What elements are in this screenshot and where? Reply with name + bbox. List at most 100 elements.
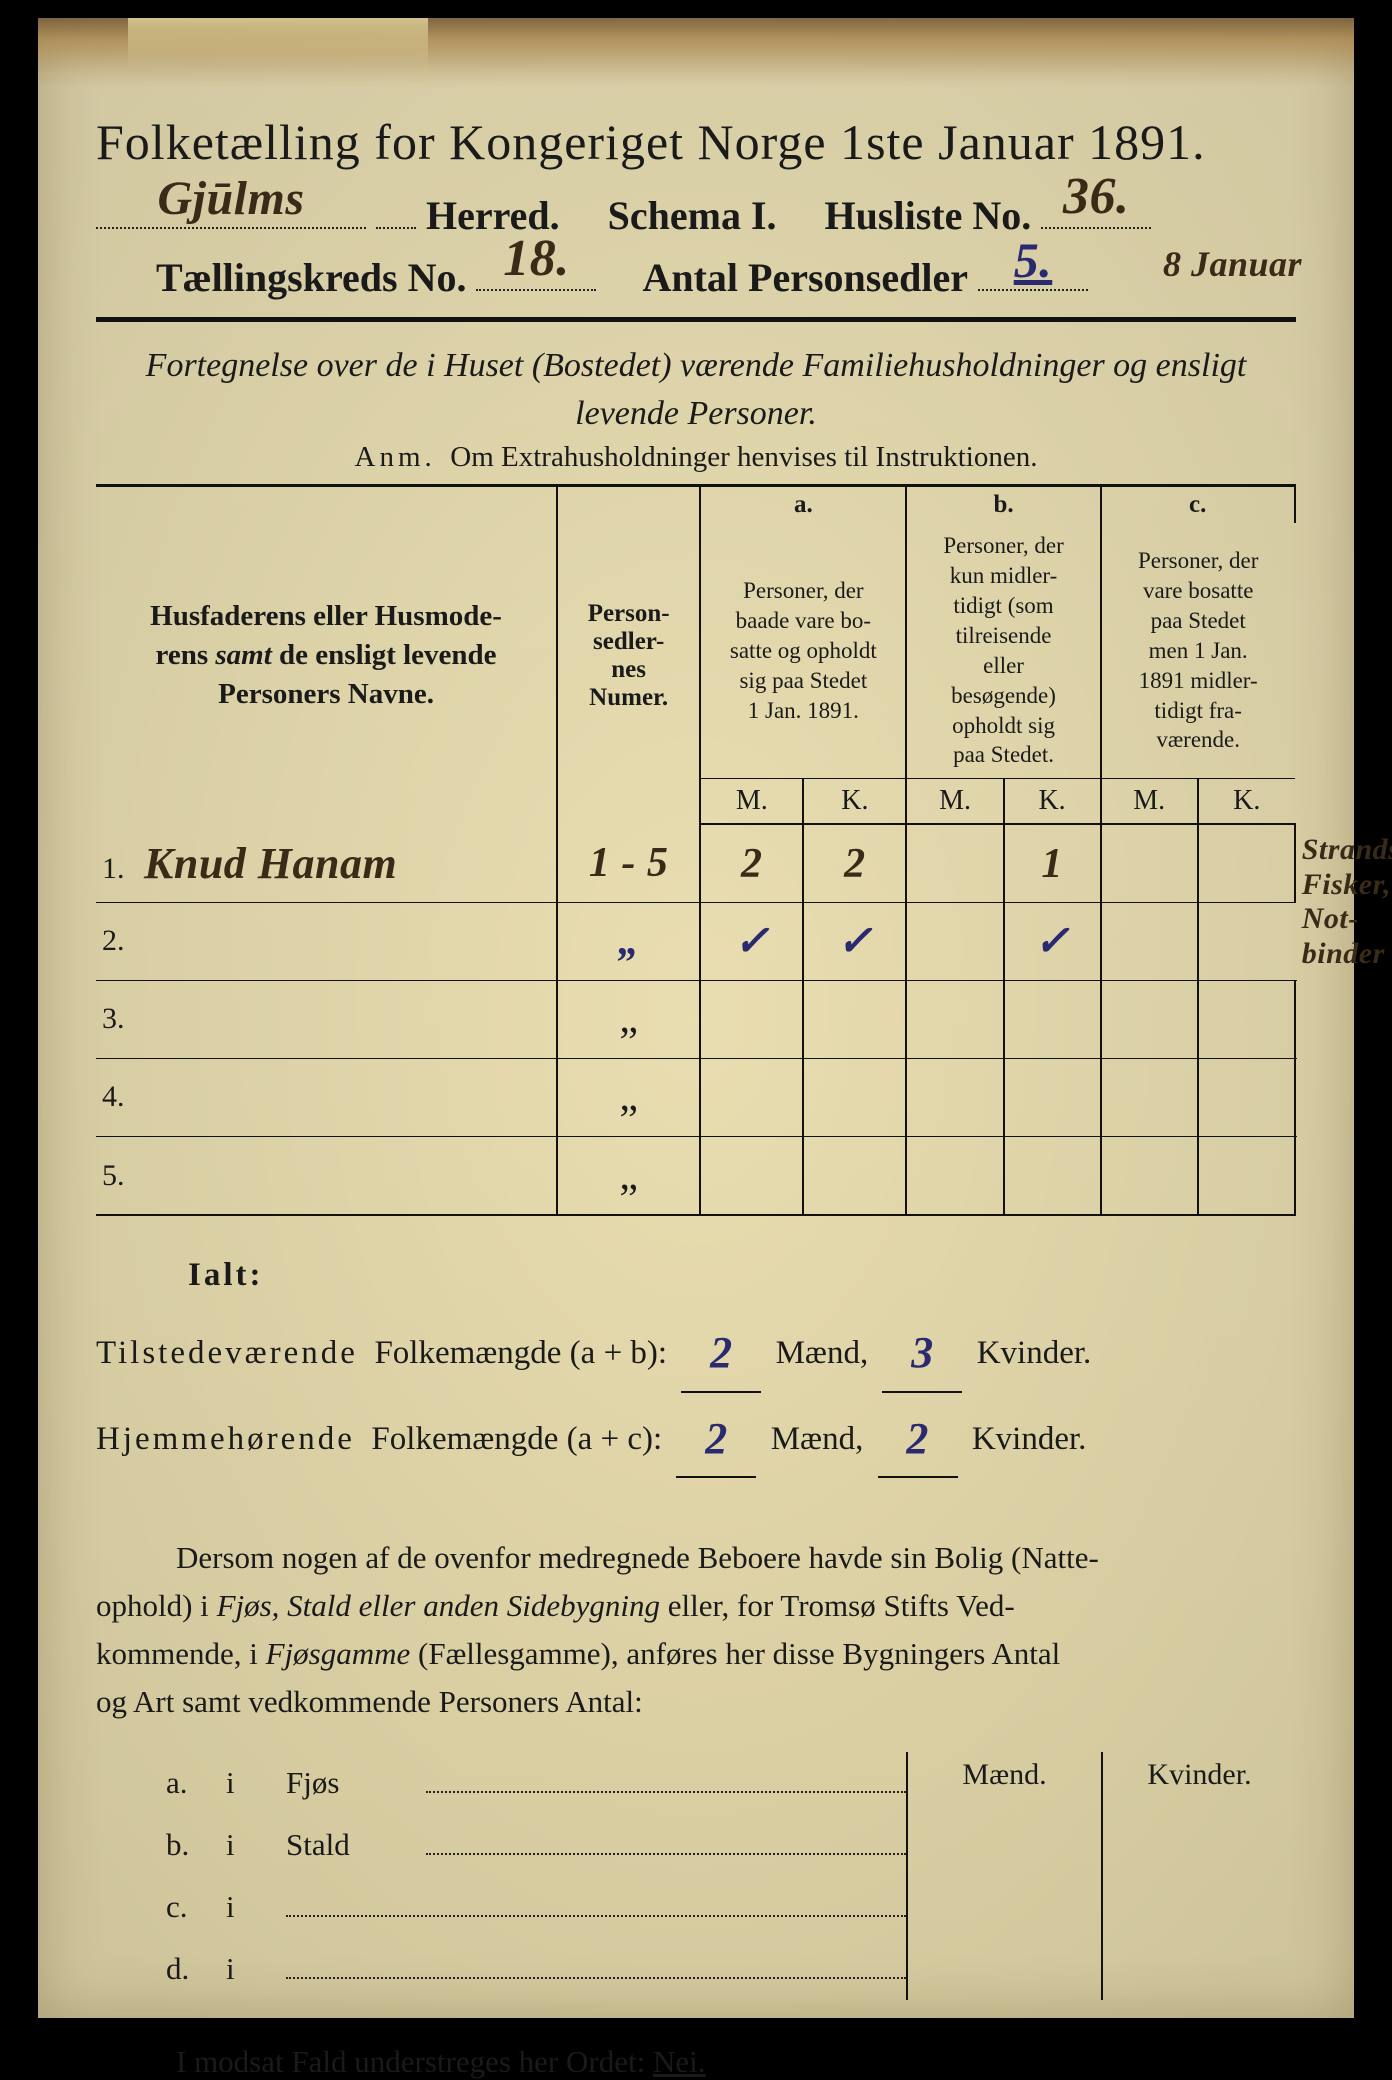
row-word: Stald: [286, 1814, 426, 1876]
kreds-label: Tællingskreds No.: [156, 254, 466, 301]
col-b-desc: Personer, derkun midler-tidigt (somtilre…: [906, 523, 1100, 779]
dotted-line: [426, 1824, 906, 1855]
heavy-rule: [96, 317, 1296, 322]
home-m-field: 2: [676, 1393, 756, 1479]
home-label-2: Folkemængde (a + c):: [363, 1421, 662, 1457]
antal-label: Antal Personsedler: [642, 254, 968, 301]
row-number: 5.: [102, 1159, 125, 1192]
row-key: c.: [166, 1876, 226, 1938]
col-c-m: M.: [1101, 779, 1198, 825]
ditto-mark: „: [619, 1074, 638, 1120]
closing-nei: Nei.: [653, 2044, 706, 2079]
kvinder-label: Kvinder.: [972, 1421, 1087, 1457]
col-b-k: K.: [1004, 779, 1101, 825]
col-c-desc: Personer, dervare bosattepaa Stedetmen 1…: [1101, 523, 1295, 779]
antal-value: 5.: [978, 235, 1088, 285]
person-name: Knud Hanam: [144, 839, 397, 888]
margin-date: 8 Januar: [1163, 243, 1302, 285]
cell-a-m: ✓: [734, 919, 770, 965]
closing-line: I modsat Fald understreges her Ordet: Ne…: [176, 2044, 1296, 2080]
herred-field: Gjūlms: [96, 189, 366, 229]
paper-stain: [38, 18, 1354, 88]
building-rows: a. i Fjøs b. i Stald c. i d.: [96, 1752, 906, 2000]
row-i: i: [226, 1814, 286, 1876]
col-c-label: c.: [1101, 487, 1295, 523]
row-number: 4.: [102, 1080, 125, 1113]
row-i: i: [226, 1752, 286, 1814]
present-label-2: Folkemængde (a + b):: [366, 1335, 667, 1371]
building-mk-cols: Mænd. Kvinder.: [906, 1752, 1296, 2000]
table-row: 5. „: [96, 1136, 1296, 1214]
table-row: 3. „: [96, 980, 1296, 1058]
dotted-line: [286, 1948, 906, 1979]
row-i: i: [226, 1876, 286, 1938]
home-m: 2: [705, 1414, 728, 1463]
husliste-label: Husliste No.: [825, 192, 1032, 239]
table-row: 1. Knud Hanam 1 - 5 2 2 1 StrandsidderFi…: [96, 824, 1296, 902]
antal-field: 5.: [978, 251, 1088, 291]
col-maend: Mænd.: [908, 1752, 1103, 2000]
cell-a-k: 2: [844, 841, 866, 887]
meta-block: 8 Januar Gjūlms Herred. Schema I. Huslis…: [96, 189, 1296, 301]
cell-a-m: 2: [741, 841, 763, 887]
col-c-k: K.: [1198, 779, 1295, 825]
row-number: 3.: [102, 1002, 125, 1035]
totals-block: Ialt: Tilstedeværende Folkemængde (a + b…: [96, 1244, 1296, 1478]
col-a-m: M.: [700, 779, 803, 825]
census-table: Husfaderens eller Husmode-rens samt de e…: [96, 484, 1296, 1216]
building-row: b. i Stald: [166, 1814, 906, 1876]
kvinder-label: Kvinder.: [977, 1335, 1092, 1371]
document-main-title: Folketælling for Kongeriget Norge 1ste J…: [96, 113, 1296, 171]
col-a-desc: Personer, derbaade vare bo-satte og opho…: [700, 523, 906, 779]
numer-value: „: [618, 918, 640, 964]
census-table-body: 1. Knud Hanam 1 - 5 2 2 1 StrandsidderFi…: [96, 824, 1296, 1214]
husliste-value: 36.: [1041, 171, 1151, 223]
kreds-value: 18.: [476, 233, 596, 285]
dotted-line: [426, 1762, 906, 1793]
row-key: d.: [166, 1938, 226, 2000]
row-i: i: [226, 1938, 286, 2000]
col-a-label: a.: [700, 487, 906, 523]
ditto-mark: „: [619, 1153, 638, 1199]
cell-b-k: 1: [1041, 841, 1063, 887]
numer-value: 1 - 5: [589, 840, 669, 886]
anm-label: Anm.: [355, 441, 436, 473]
maend-label: Mænd,: [771, 1421, 864, 1457]
row-number: 2.: [102, 924, 125, 957]
anm-text: Om Extrahusholdninger henvises til Instr…: [450, 441, 1037, 473]
instructions-paragraph: Dersom nogen af de ovenfor medregnede Be…: [96, 1534, 1296, 1726]
table-row: 4. „: [96, 1058, 1296, 1136]
home-k: 2: [906, 1414, 929, 1463]
building-row: a. i Fjøs: [166, 1752, 906, 1814]
present-k: 3: [911, 1328, 934, 1377]
col-a-k: K.: [803, 779, 906, 825]
col-b-m: M.: [906, 779, 1003, 825]
building-table: a. i Fjøs b. i Stald c. i d.: [96, 1752, 1296, 2000]
present-m-field: 2: [681, 1307, 761, 1393]
row-key: a.: [166, 1752, 226, 1814]
home-k-field: 2: [878, 1393, 958, 1479]
col-numer-header: Person-sedler-nesNumer.: [557, 487, 700, 824]
row-word: Fjøs: [286, 1752, 426, 1814]
kreds-field: 18.: [476, 251, 596, 291]
dots-spacer: [376, 189, 416, 229]
col-b-label: b.: [906, 487, 1100, 523]
closing-text: I modsat Fald understreges her Ordet:: [176, 2044, 653, 2079]
schema-label: Schema I.: [608, 192, 777, 239]
herred-value: Gjūlms: [96, 175, 366, 223]
ialt-label: Ialt:: [188, 1244, 264, 1307]
present-m: 2: [710, 1328, 733, 1377]
maend-label: Mænd,: [776, 1335, 869, 1371]
husliste-field: 36.: [1041, 189, 1151, 229]
cell-a-k: ✓: [837, 919, 873, 965]
anm-line: Anm. Om Extrahusholdninger henvises til …: [96, 441, 1296, 474]
present-k-field: 3: [882, 1307, 962, 1393]
subtitle: Fortegnelse over de i Huset (Bostedet) v…: [96, 342, 1296, 437]
table-row: 2. „ ✓ ✓ ✓: [96, 902, 1296, 980]
cell-b-k: ✓: [1034, 919, 1070, 965]
row-note: StrandsidderFisker, Not-binder: [1302, 833, 1392, 970]
col-names-header: Husfaderens eller Husmode-rens samt de e…: [96, 487, 557, 824]
home-label: Hjemmehørende: [96, 1421, 355, 1457]
row-number: 1.: [102, 852, 125, 885]
page-content: Folketælling for Kongeriget Norge 1ste J…: [96, 113, 1296, 1978]
